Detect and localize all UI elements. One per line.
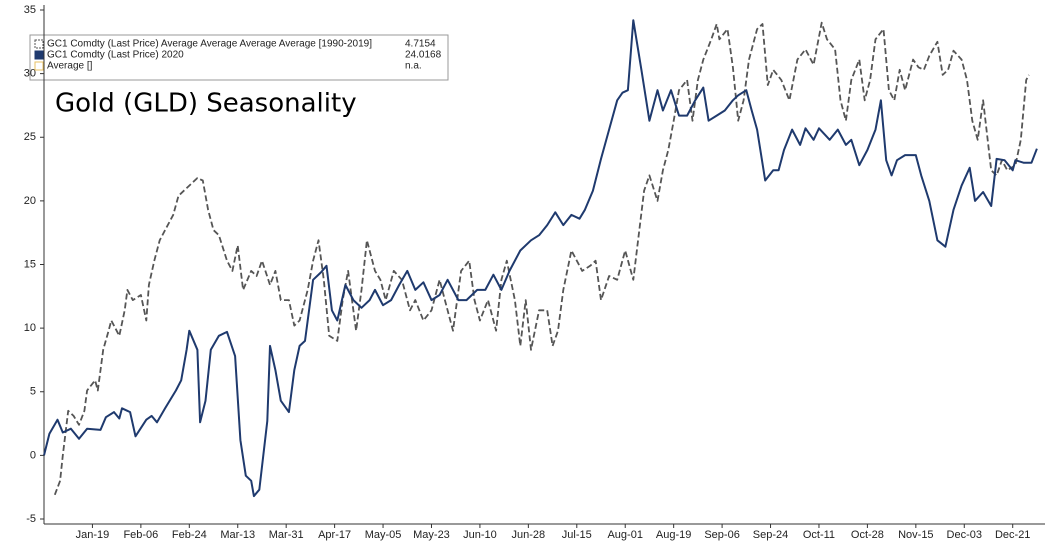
x-tick-label: Sep-24 (753, 529, 788, 541)
legend-swatch (34, 50, 44, 60)
x-tick-label: Feb-24 (172, 529, 207, 541)
y-tick-label: 20 (24, 195, 36, 207)
y-tick-label: 25 (24, 131, 36, 143)
x-tick-label: Aug-19 (656, 529, 691, 541)
legend-value: 4.7154 (405, 39, 436, 50)
y-tick-label: -5 (26, 513, 36, 525)
y-tick-label: 35 (24, 4, 36, 16)
x-tick-label: Jul-15 (562, 529, 592, 541)
series-line (53, 21, 1030, 496)
y-tick-label: 30 (24, 68, 36, 80)
y-tick-label: 15 (24, 258, 36, 270)
legend-swatch (34, 39, 44, 49)
x-tick-label: Jan-19 (76, 529, 110, 541)
x-tick-label: May-05 (365, 529, 402, 541)
x-tick-label: Oct-28 (851, 529, 884, 541)
y-tick-label: 10 (24, 322, 36, 334)
x-tick-label: Apr-17 (318, 529, 351, 541)
legend-label: GC1 Comdty (Last Price) Average Average … (47, 39, 372, 50)
x-tick-label: Dec-21 (995, 529, 1030, 541)
legend-label: GC1 Comdty (Last Price) 2020 (47, 50, 184, 61)
chart-title: Gold (GLD) Seasonality (55, 89, 357, 119)
x-tick-label: Feb-06 (123, 529, 158, 541)
legend-value: 24.0168 (405, 50, 442, 61)
legend-box (29, 34, 449, 81)
x-tick-label: May-23 (413, 529, 450, 541)
x-tick-label: Dec-03 (947, 529, 982, 541)
x-tick-label: Aug-01 (607, 529, 642, 541)
series-line (43, 19, 1038, 498)
y-tick-label: 0 (30, 449, 36, 461)
x-tick-label: Jun-28 (512, 529, 546, 541)
legend-value: n.a. (405, 61, 422, 72)
x-tick-label: Nov-15 (898, 529, 933, 541)
x-tick-label: Sep-06 (704, 529, 739, 541)
legend-swatch (34, 61, 44, 71)
x-tick-label: Mar-31 (269, 529, 304, 541)
x-tick-label: Jun-10 (463, 529, 497, 541)
y-tick-label: 5 (30, 386, 36, 398)
legend-label: Average [] (47, 61, 93, 72)
x-tick-label: Oct-11 (803, 529, 835, 541)
x-tick-label: Mar-13 (220, 529, 255, 541)
